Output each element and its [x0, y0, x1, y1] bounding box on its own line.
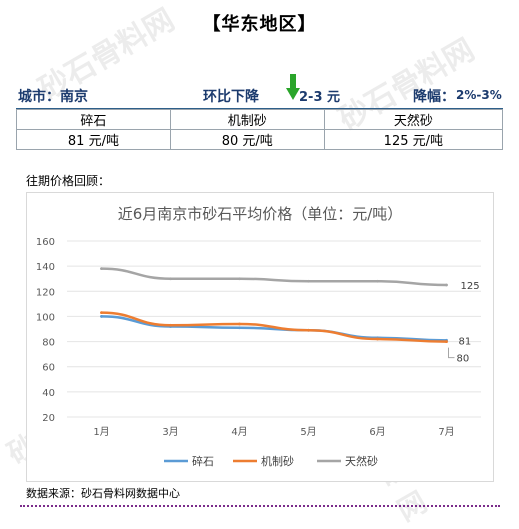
trend-label: 环比下降	[203, 89, 259, 105]
price-table: 碎石 机制砂 天然砂 81 元/吨 80 元/吨 125 元/吨	[16, 109, 504, 150]
trend-range: 2-3 元	[299, 90, 341, 105]
data-point	[100, 315, 103, 318]
x-tick-label: 5月	[300, 426, 316, 438]
x-tick-label: 7月	[438, 426, 454, 438]
data-point	[169, 277, 172, 281]
legend-label: 碎石	[192, 454, 214, 468]
x-tick-label: 3月	[162, 426, 178, 438]
chart-title: 近6月南京市砂石平均价格（单位：元/吨）	[118, 205, 403, 223]
down-arrow-icon	[286, 74, 300, 100]
data-point	[307, 279, 310, 283]
end-label-natural-sand: 125	[461, 281, 480, 292]
header-natural-sand: 天然砂	[323, 109, 504, 130]
value-natural-sand: 125 元/吨	[323, 129, 504, 150]
end-label-gravel: 81	[459, 336, 472, 347]
city-label: 城市：南京	[18, 89, 88, 105]
data-point	[307, 328, 310, 332]
data-source: 数据来源：砂石骨料网数据中心	[26, 487, 180, 500]
summary-row: 城市：南京 环比下降 2-3 元 降幅： 2%-3%	[16, 74, 503, 110]
header-gravel: 碎石	[16, 109, 171, 130]
header-manufactured-sand: 机制砂	[169, 109, 325, 130]
price-table-value-row: 81 元/吨 80 元/吨 125 元/吨	[16, 129, 504, 150]
value-gravel: 81 元/吨	[16, 129, 171, 150]
label-leader-line	[448, 347, 455, 359]
data-point	[238, 326, 241, 330]
data-point	[238, 322, 241, 326]
y-tick-label: 160	[36, 237, 55, 248]
data-point	[238, 277, 241, 281]
y-tick-label: 40	[42, 388, 55, 399]
history-label: 往期价格回顾：	[26, 174, 111, 188]
value-manufactured-sand: 80 元/吨	[169, 129, 325, 150]
price-table-header-row: 碎石 机制砂 天然砂	[16, 109, 504, 130]
data-point	[169, 323, 172, 327]
line-chart: 近6月南京市砂石平均价格（单位：元/吨） 20 40 60 80 100 120 140 160…	[36, 205, 481, 468]
series-line	[100, 315, 448, 342]
end-label-manufactured-sand: 80	[457, 354, 470, 365]
y-tick-label: 100	[36, 312, 55, 323]
y-tick-label: 20	[42, 413, 55, 424]
data-point	[376, 337, 379, 341]
legend-label: 天然砂	[345, 454, 378, 468]
footer-divider	[20, 505, 500, 507]
drop-percent: 2%-3%	[456, 88, 502, 102]
data-point	[376, 279, 379, 283]
data-point	[445, 340, 448, 343]
data-point	[100, 267, 103, 271]
y-tick-label: 120	[36, 287, 55, 298]
y-tick-label: 60	[42, 363, 55, 374]
x-tick-label: 1月	[93, 426, 109, 438]
data-point	[100, 311, 103, 315]
page-title: 【华东地区】	[202, 14, 317, 35]
data-point	[445, 283, 448, 287]
chart-container: 近6月南京市砂石平均价格（单位：元/吨） 20 40 60 80 100 120 140 160…	[26, 192, 494, 482]
y-tick-label: 140	[36, 262, 55, 273]
series-line	[100, 267, 448, 287]
drop-label: 降幅：	[413, 89, 455, 105]
x-tick-label: 6月	[369, 426, 385, 438]
x-tick-label: 4月	[231, 426, 247, 438]
series-line	[100, 311, 448, 343]
legend-label: 机制砂	[261, 454, 294, 468]
y-tick-label: 80	[42, 338, 55, 349]
